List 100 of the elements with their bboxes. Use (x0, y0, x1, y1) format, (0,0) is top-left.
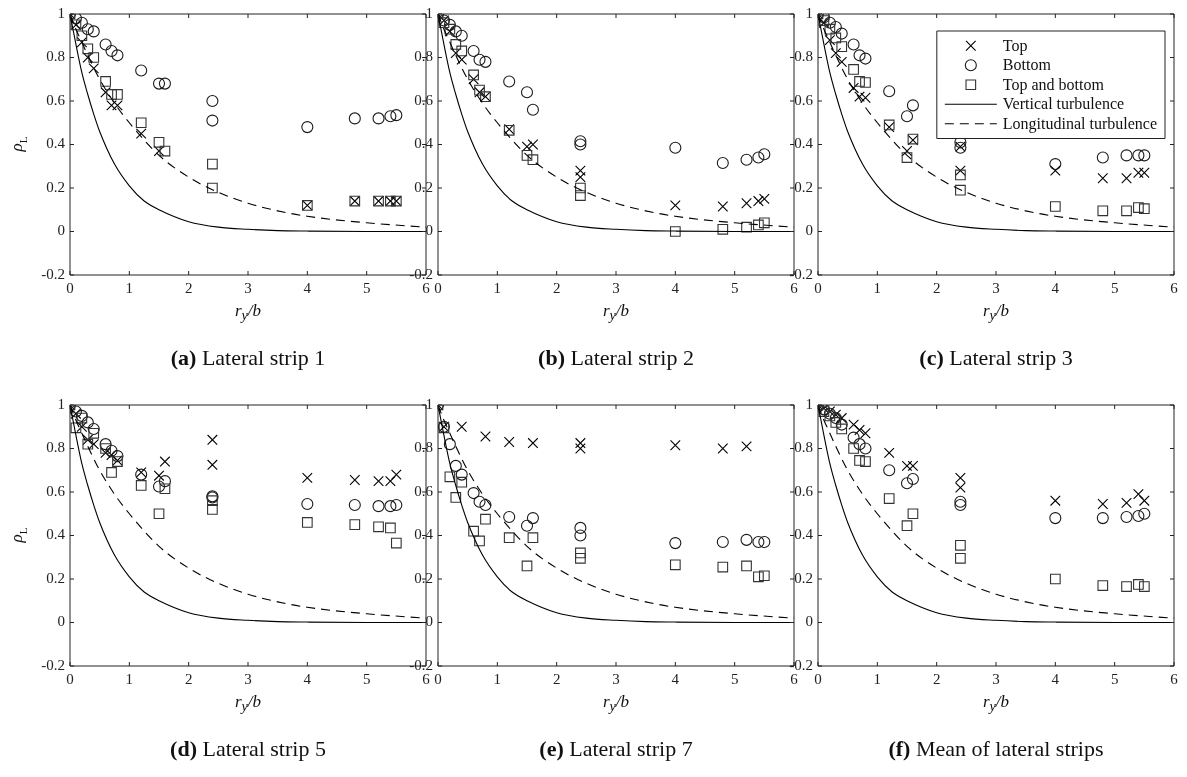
point (860, 456, 871, 467)
x-tick-label: 2 (184, 670, 193, 687)
point (456, 54, 468, 66)
point (901, 460, 913, 472)
point (349, 519, 361, 530)
point (106, 449, 117, 461)
point (503, 510, 516, 524)
point (349, 474, 361, 486)
point (1133, 579, 1144, 590)
point (473, 495, 486, 508)
point (669, 141, 682, 154)
point (848, 64, 859, 75)
point (159, 483, 171, 495)
point (829, 412, 842, 425)
point (836, 412, 848, 424)
x-axis-title: r$_{y}$/b (981, 692, 1011, 716)
x-tick-label: 3 (992, 279, 1000, 296)
y-tick-label: 1 (805, 4, 813, 21)
point (76, 30, 88, 42)
point (384, 110, 397, 123)
point (575, 443, 586, 454)
point (835, 418, 848, 431)
point (467, 487, 480, 500)
y-tick-label: 0.8 (794, 48, 813, 65)
point (88, 63, 100, 74)
point (100, 443, 111, 454)
x-tick-label: 4 (1051, 279, 1060, 296)
x-tick-label: 6 (422, 279, 431, 296)
point (758, 570, 770, 582)
point (467, 44, 480, 58)
y-tick-label: 0.6 (414, 91, 434, 108)
point (854, 424, 865, 436)
legend-label: Top and bottom (1002, 75, 1105, 94)
point (527, 139, 539, 150)
point (159, 456, 171, 467)
point (390, 537, 402, 549)
point (883, 464, 896, 477)
x-tick-label: 5 (1110, 670, 1119, 687)
point (153, 145, 165, 157)
point (450, 492, 462, 503)
x-tick-label: 5 (1110, 279, 1119, 296)
y-tick-label: 0 (805, 222, 813, 239)
x-axis-title: r$_{y}$/b (981, 301, 1011, 325)
point (100, 86, 111, 98)
point (900, 477, 914, 490)
point (76, 421, 88, 433)
point (836, 56, 848, 68)
point (669, 200, 681, 211)
point (301, 472, 313, 484)
point (669, 226, 681, 237)
y-tick-label: 0.4 (46, 135, 66, 152)
point (503, 532, 515, 544)
x-tick-label: 4 (671, 670, 680, 687)
point (87, 25, 100, 38)
y-tick-label: 0 (57, 613, 65, 630)
point (159, 145, 171, 157)
point (480, 431, 491, 442)
text: (f) Mean of lateral strips (888, 736, 1104, 761)
x-tick-label: 5 (730, 279, 739, 296)
x-tick-label: 2 (184, 279, 193, 296)
point (520, 86, 534, 99)
point (100, 76, 111, 87)
point (468, 73, 479, 85)
text: (d) Lateral strip 5 (170, 736, 326, 761)
point (853, 438, 866, 451)
x-tick-label: 1 (873, 670, 882, 687)
y-tick-label: 0.2 (414, 569, 433, 586)
point (955, 184, 966, 196)
point (716, 535, 729, 549)
point (526, 103, 539, 116)
point (1049, 495, 1061, 507)
point (88, 52, 100, 63)
point (479, 499, 492, 512)
point (1138, 495, 1150, 507)
point (669, 537, 682, 550)
point (301, 497, 314, 511)
x-tick-label: 3 (612, 279, 620, 296)
point (575, 437, 586, 449)
point (830, 32, 842, 44)
y-tick-label: 0.6 (46, 91, 66, 108)
text: (b) Lateral strip 2 (538, 345, 694, 370)
point (1096, 512, 1109, 525)
point (503, 436, 515, 448)
point (955, 169, 966, 181)
point (1097, 205, 1109, 217)
point (906, 472, 919, 485)
y-tick-label: 0 (805, 613, 813, 630)
point (575, 552, 586, 564)
point (1133, 202, 1144, 213)
point (1049, 158, 1062, 171)
point (450, 39, 462, 50)
point (153, 470, 165, 482)
x-tick-label: 6 (422, 670, 431, 687)
point (758, 535, 771, 549)
point (348, 499, 361, 512)
point (835, 27, 848, 40)
point (82, 438, 94, 450)
point (1133, 488, 1144, 500)
point (1138, 167, 1150, 179)
point (158, 475, 171, 488)
